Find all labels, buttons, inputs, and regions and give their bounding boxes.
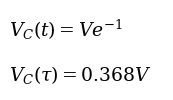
Text: $V_C(\tau) = 0.368V$: $V_C(\tau) = 0.368V$ [9,64,151,86]
Text: $V_C(t) = Ve^{-1}$: $V_C(t) = Ve^{-1}$ [9,18,123,42]
